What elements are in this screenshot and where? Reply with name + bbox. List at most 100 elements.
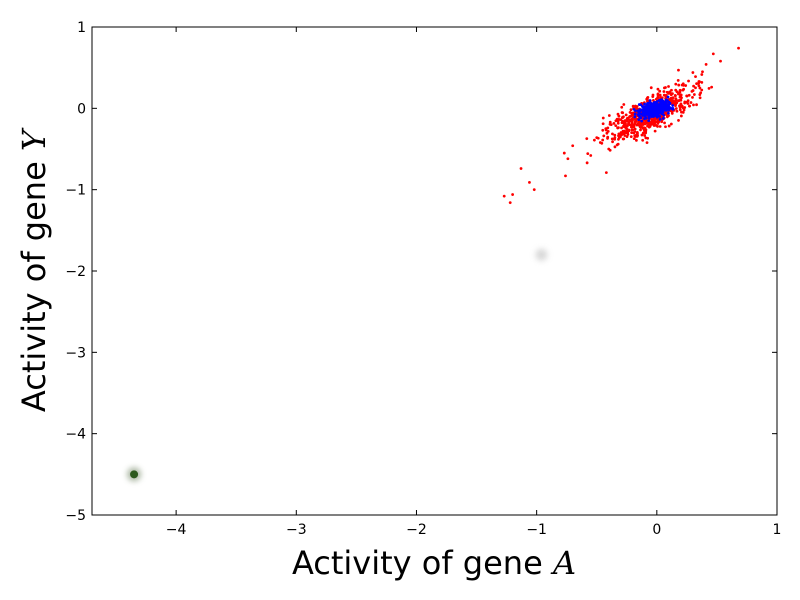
data-point <box>674 94 677 98</box>
data-point <box>677 68 680 72</box>
data-point <box>663 104 667 108</box>
data-point <box>619 118 623 121</box>
data-point <box>613 133 617 137</box>
data-point <box>660 105 664 109</box>
data-point <box>598 141 602 144</box>
data-point <box>617 137 620 141</box>
data-point <box>691 89 695 92</box>
axes: −4 −3 −2 −1 0 1 1 0 −1 −2 −3 −4 −5 <box>65 20 781 538</box>
data-point <box>697 84 701 88</box>
data-point <box>639 128 642 132</box>
data-point <box>631 111 634 115</box>
data-point <box>673 99 677 103</box>
data-point <box>654 109 658 113</box>
data-point <box>675 90 679 94</box>
data-point <box>519 167 523 170</box>
data-point <box>613 137 617 141</box>
data-point <box>644 130 648 134</box>
data-point <box>707 86 711 90</box>
data-point <box>632 137 636 141</box>
x-tick-label: −3 <box>286 522 307 538</box>
data-point <box>681 88 685 92</box>
data-point <box>688 104 691 108</box>
data-point <box>616 112 620 116</box>
data-point <box>694 75 697 78</box>
data-point <box>629 119 633 123</box>
data-point <box>636 131 639 135</box>
data-point <box>502 194 506 198</box>
data-point <box>641 126 645 130</box>
data-point <box>679 94 682 98</box>
data-point <box>667 111 670 115</box>
data-point <box>682 108 686 112</box>
data-point <box>641 108 645 112</box>
data-point <box>625 131 629 134</box>
data-point <box>719 59 722 63</box>
data-point <box>644 116 648 120</box>
data-point <box>663 121 666 125</box>
data-point <box>649 103 653 106</box>
data-point <box>674 82 678 86</box>
data-point <box>630 121 634 125</box>
data-point <box>625 135 629 138</box>
data-point <box>608 122 612 126</box>
data-point <box>564 174 567 178</box>
data-point <box>631 128 635 132</box>
data-point <box>601 138 605 142</box>
data-point <box>684 84 688 87</box>
data-point <box>631 104 635 108</box>
data-point <box>595 136 599 140</box>
data-point <box>601 122 605 126</box>
data-point <box>678 108 682 112</box>
data-point <box>645 141 649 145</box>
data-point <box>652 118 656 121</box>
data-point <box>650 111 654 115</box>
data-point <box>614 119 618 123</box>
data-point <box>658 117 662 121</box>
data-point <box>737 46 740 50</box>
data-point <box>633 112 637 116</box>
data-point <box>654 101 658 105</box>
data-point <box>638 109 642 113</box>
data-point <box>629 108 633 112</box>
data-point <box>653 129 657 133</box>
data-point <box>675 109 679 113</box>
data-point <box>685 94 689 98</box>
data-point <box>698 86 702 90</box>
data-point <box>654 107 658 111</box>
data-point <box>623 119 627 122</box>
series-2 <box>632 95 675 123</box>
data-point <box>508 201 512 205</box>
data-point <box>671 96 675 100</box>
data-point <box>664 111 667 114</box>
data-point <box>585 137 589 141</box>
data-point <box>664 125 667 129</box>
data-point <box>621 116 625 119</box>
data-point <box>667 124 671 128</box>
data-point <box>669 93 673 96</box>
data-point <box>694 86 697 90</box>
data-point <box>610 137 614 141</box>
data-point <box>645 97 649 101</box>
data-point <box>604 128 608 132</box>
y-tick-label: 1 <box>77 20 86 36</box>
data-point <box>643 134 647 137</box>
data-point <box>643 113 646 117</box>
data-point <box>655 115 659 119</box>
data-point <box>689 101 693 104</box>
data-point <box>691 96 694 99</box>
data-point <box>648 107 652 111</box>
x-tick-label: −4 <box>166 522 187 538</box>
data-point <box>658 89 662 93</box>
series-1 <box>502 46 740 205</box>
data-point <box>659 96 663 99</box>
data-point <box>652 99 655 102</box>
data-point <box>634 109 637 113</box>
data-point <box>676 92 680 96</box>
data-point <box>649 86 653 90</box>
y-tick-label: −1 <box>65 183 86 199</box>
data-point <box>656 125 659 128</box>
data-point <box>698 96 702 100</box>
data-point <box>620 121 624 125</box>
